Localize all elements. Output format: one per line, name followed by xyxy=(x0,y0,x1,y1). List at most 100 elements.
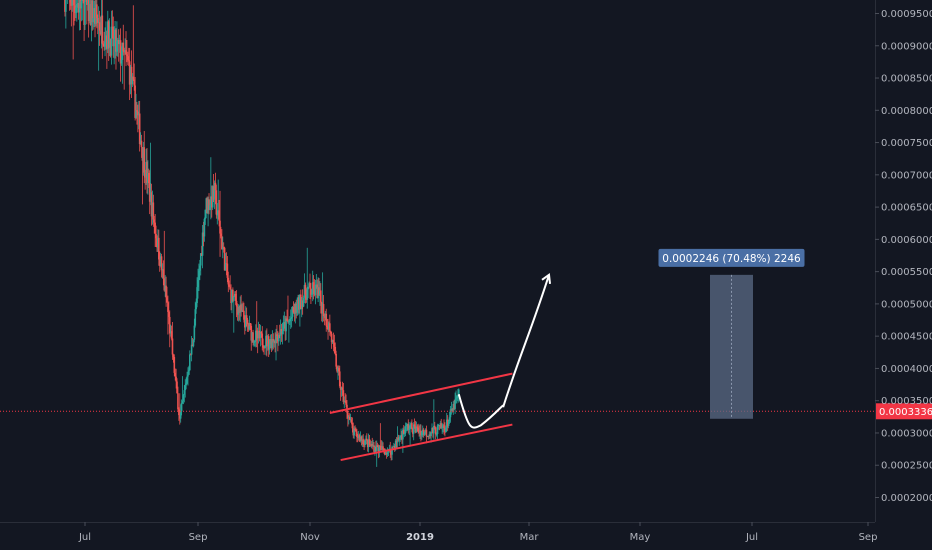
candle-body xyxy=(106,35,108,49)
candle-body xyxy=(303,284,306,298)
candle-body xyxy=(366,438,368,441)
candle-body xyxy=(359,436,362,441)
candle-body xyxy=(434,427,437,435)
candle-body xyxy=(330,333,333,343)
candle-body xyxy=(188,370,190,375)
candle-body xyxy=(228,284,231,287)
candle-body xyxy=(445,427,447,432)
candle-body xyxy=(90,0,93,25)
candle-body xyxy=(363,444,365,445)
candle-body xyxy=(203,218,206,237)
candle-body xyxy=(244,319,246,328)
candle-body xyxy=(427,436,430,437)
candle-body xyxy=(197,279,199,288)
candle-body xyxy=(428,434,431,437)
candle-body xyxy=(175,376,177,382)
candle-body xyxy=(318,287,320,295)
candle-body xyxy=(166,297,168,303)
candle-body xyxy=(232,296,235,301)
candle-body xyxy=(278,334,281,336)
candle-body xyxy=(89,4,92,25)
candle-body xyxy=(349,419,352,421)
candle-body xyxy=(380,445,383,450)
candle-body xyxy=(183,390,186,395)
x-tick-label: Sep xyxy=(859,532,878,543)
candle-body xyxy=(234,293,237,301)
candle-body xyxy=(448,417,451,422)
candle-body xyxy=(274,340,276,344)
candle-body xyxy=(311,282,314,294)
channel-upper-line[interactable] xyxy=(329,372,513,414)
candle-body xyxy=(436,425,439,434)
candle-body xyxy=(168,316,171,334)
candle-body xyxy=(158,259,161,266)
candle-body xyxy=(238,306,241,313)
candle-body xyxy=(249,323,252,326)
candle-body xyxy=(173,356,176,373)
candle-body xyxy=(401,435,403,440)
candle-body xyxy=(334,346,337,354)
candle-body xyxy=(356,431,358,437)
candle-body xyxy=(357,435,360,439)
candle-body xyxy=(290,316,293,319)
candle-body xyxy=(181,400,184,404)
candle-body xyxy=(376,445,379,448)
candle-body xyxy=(381,446,383,450)
candle-body xyxy=(179,411,182,419)
candle-body xyxy=(251,332,253,341)
x-tick-label: May xyxy=(630,532,651,543)
candle-body xyxy=(353,428,355,436)
y-tick-label: 0.0006000 xyxy=(881,235,932,246)
candle-body xyxy=(178,409,180,416)
x-tick-label: Jul xyxy=(745,532,758,543)
measure-label-text: 0.0002246 (70.48%) 2246 xyxy=(662,253,801,265)
candle-body xyxy=(132,76,135,80)
candle-body xyxy=(424,429,427,433)
candle-body xyxy=(399,437,401,439)
candle-body xyxy=(441,426,443,429)
candle-body xyxy=(422,429,425,435)
candle-body xyxy=(245,315,248,320)
candle-body xyxy=(453,404,455,409)
candle-body xyxy=(216,214,219,216)
candle-body xyxy=(129,66,132,85)
candle-body xyxy=(304,284,307,295)
candle-body xyxy=(391,446,393,455)
candle-body xyxy=(241,310,243,312)
forecast-arrow-curve[interactable] xyxy=(457,274,550,429)
candle-body xyxy=(119,40,122,64)
candle-body xyxy=(154,222,156,234)
candle-body xyxy=(264,345,266,348)
candle-body xyxy=(200,253,203,256)
candle-body xyxy=(158,237,160,260)
candle-body xyxy=(320,290,322,303)
candle-body xyxy=(252,332,254,343)
candle-body xyxy=(152,202,155,220)
candle-body xyxy=(125,50,127,55)
candle-body xyxy=(167,302,169,312)
candle-body xyxy=(370,443,373,445)
candle-body xyxy=(313,288,316,296)
current-price-badge xyxy=(875,403,932,420)
candle-body xyxy=(362,439,365,445)
candle-body xyxy=(211,186,214,208)
candle-body xyxy=(312,282,315,289)
candle-body xyxy=(147,173,150,184)
candle-body xyxy=(185,383,187,386)
candle-body xyxy=(73,0,75,6)
candle-body xyxy=(337,368,339,372)
candle-body xyxy=(140,140,143,148)
candle-body xyxy=(373,445,375,452)
measure-range-box[interactable] xyxy=(710,274,753,419)
candle-body xyxy=(413,424,416,427)
candle-body xyxy=(116,40,118,52)
channel-lower-line[interactable] xyxy=(340,423,513,462)
y-tick-label: 0.0008500 xyxy=(881,74,932,85)
candle-body xyxy=(103,44,105,47)
candle-body xyxy=(214,182,217,191)
candle-body xyxy=(237,306,240,315)
candle-body xyxy=(270,339,273,349)
candle-body xyxy=(169,331,172,334)
